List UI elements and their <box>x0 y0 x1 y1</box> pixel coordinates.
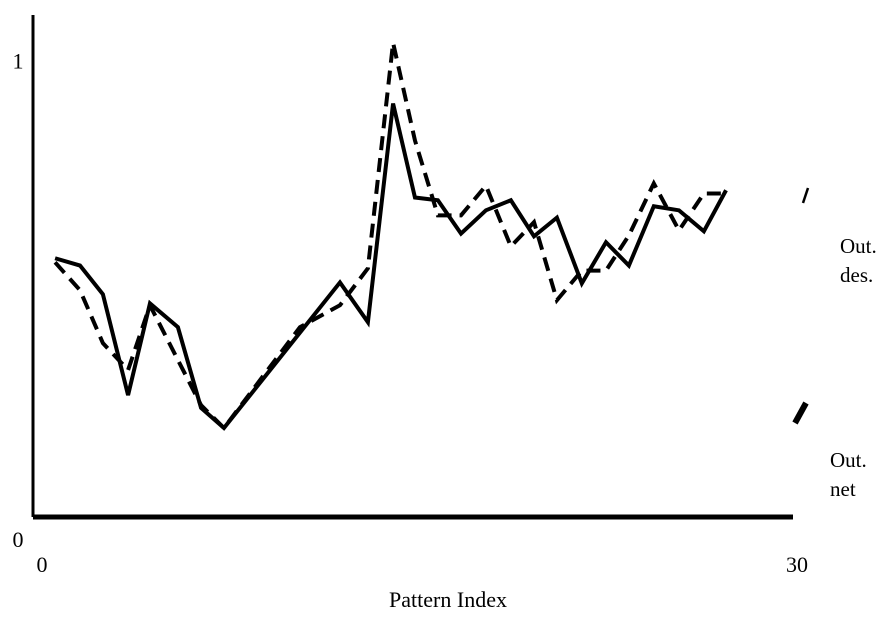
x-tick-label: 0 <box>37 552 48 577</box>
y-tick-label: 1 <box>13 49 24 74</box>
legend-swatch <box>792 401 809 425</box>
legend-label: Out. net <box>830 448 867 501</box>
legend-label: Out. des. <box>840 234 877 287</box>
x-axis-label: Pattern Index <box>389 587 507 612</box>
y-tick-label: 0 <box>13 527 24 552</box>
line-series <box>54 103 728 431</box>
line-series <box>53 42 727 432</box>
x-tick-label: 30 <box>786 552 808 577</box>
legend-swatch <box>801 187 810 204</box>
